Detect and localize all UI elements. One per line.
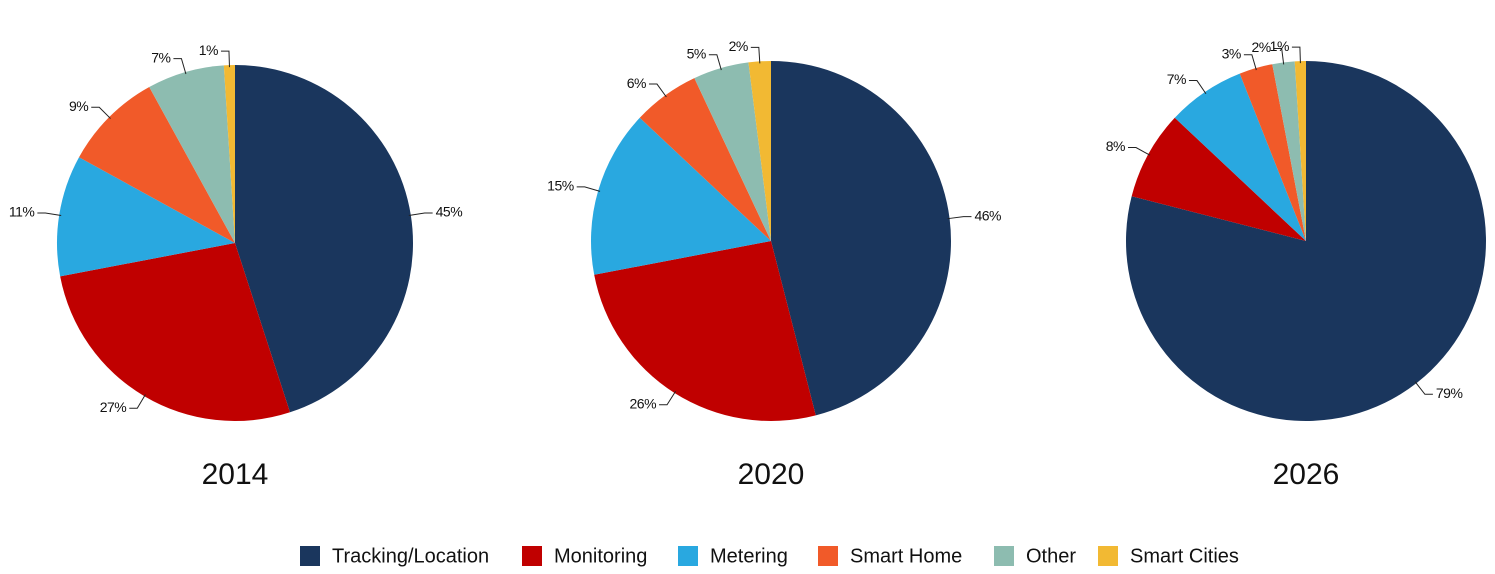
data-label: 6% — [627, 75, 646, 91]
leader-line — [1414, 381, 1433, 395]
legend-swatch — [678, 546, 698, 566]
leader-line — [408, 212, 433, 216]
pie-slice — [1272, 61, 1306, 241]
leader-line — [91, 106, 111, 119]
data-label: 8% — [1106, 138, 1125, 154]
legend-label: Tracking/Location — [332, 545, 489, 567]
data-label: 79% — [1436, 385, 1463, 401]
legend-label: Other — [1026, 545, 1076, 567]
legend-label: Metering — [710, 545, 788, 567]
pie-slice — [1174, 73, 1306, 242]
data-label: 1% — [1270, 38, 1289, 54]
leader-line — [1188, 80, 1207, 95]
legend-swatch — [522, 546, 542, 566]
pie-slice — [694, 62, 771, 241]
pie-slice — [771, 61, 952, 416]
leader-line — [1273, 48, 1285, 65]
data-label: 11% — [9, 204, 35, 220]
data-label: 2% — [729, 38, 748, 54]
data-label: 7% — [1167, 71, 1186, 87]
leader-line — [576, 186, 601, 192]
pie-slice — [149, 65, 235, 243]
legend-swatch — [818, 546, 838, 566]
pie-slice — [639, 78, 771, 241]
data-label: 9% — [69, 98, 88, 114]
data-label: 46% — [974, 207, 1001, 223]
leader-line — [1291, 46, 1301, 64]
pie-slice — [1131, 117, 1306, 241]
leader-line — [947, 216, 972, 220]
data-label: 45% — [436, 204, 463, 220]
pie-slice — [1294, 61, 1306, 241]
leader-line — [220, 50, 230, 68]
pie-slice — [594, 241, 816, 422]
pie-slice — [57, 157, 236, 277]
leader-line — [750, 46, 761, 64]
leader-line — [1243, 54, 1257, 71]
pie-slice — [79, 87, 235, 243]
leader-line — [1127, 147, 1151, 156]
leader-line — [37, 212, 62, 216]
leader-line — [173, 58, 187, 75]
chart-title: 2020 — [738, 458, 805, 491]
data-label: 1% — [199, 42, 218, 58]
legend-label: Smart Cities — [1130, 545, 1239, 567]
legend-swatch — [994, 546, 1014, 566]
legend-swatch — [300, 546, 320, 566]
data-label: 27% — [100, 399, 127, 415]
data-label: 15% — [547, 178, 574, 194]
legend-label: Smart Home — [850, 545, 962, 567]
pie-slice — [748, 61, 771, 241]
leader-line — [129, 394, 146, 409]
pie-slice — [60, 243, 291, 421]
legend-label: Monitoring — [554, 545, 647, 567]
pie-slice — [591, 117, 771, 275]
data-label: 2% — [1251, 39, 1270, 55]
legend-swatch — [1098, 546, 1118, 566]
chart-title: 2026 — [1273, 458, 1340, 491]
leader-line — [708, 54, 722, 71]
chart-title: 2014 — [202, 458, 269, 491]
data-label: 7% — [151, 49, 170, 65]
leader-line — [659, 391, 677, 406]
leader-line — [648, 83, 667, 98]
pie-slice — [235, 65, 413, 413]
pie-slice — [223, 65, 235, 243]
data-label: 3% — [1222, 45, 1241, 61]
data-label: 26% — [630, 396, 657, 412]
pie-slice — [1239, 64, 1306, 241]
data-label: 5% — [687, 45, 706, 61]
